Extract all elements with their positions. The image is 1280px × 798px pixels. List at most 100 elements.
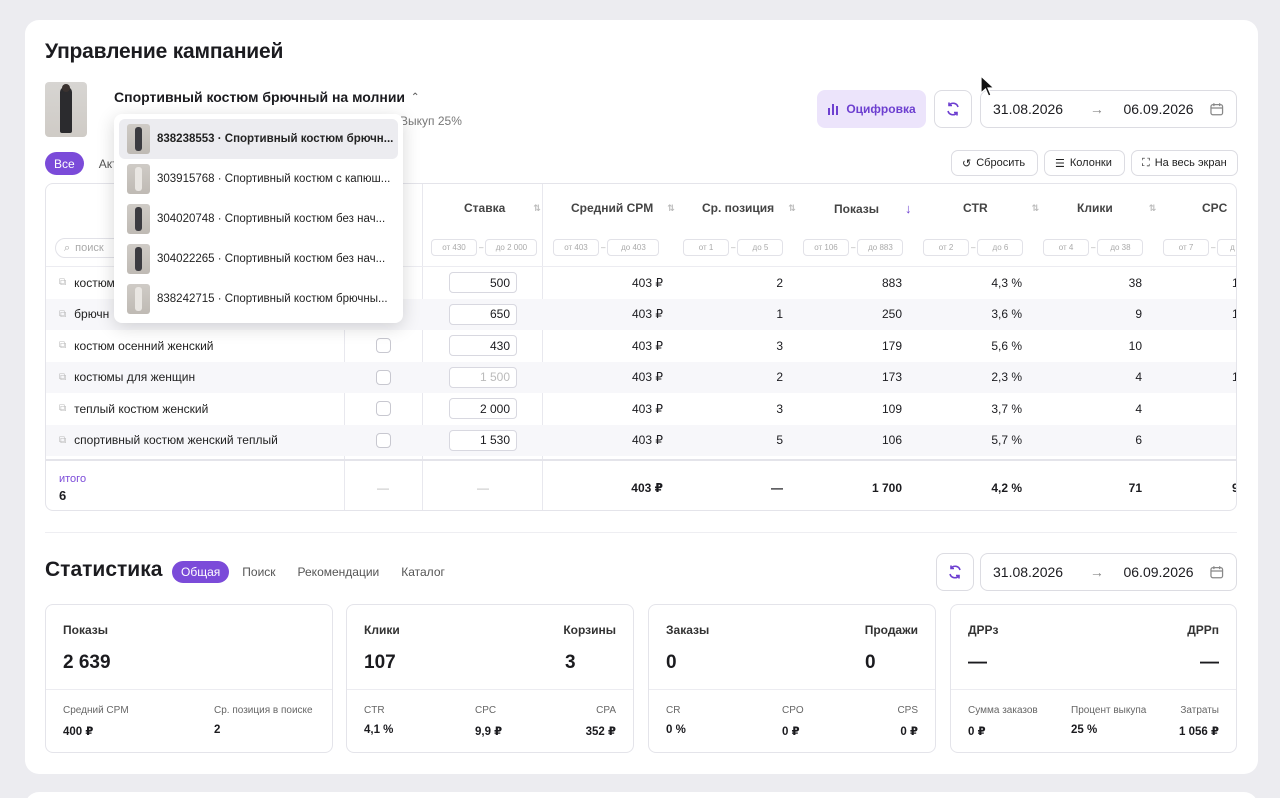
stats-tab-general[interactable]: Общая [172,561,230,583]
copy-icon[interactable]: ⧉ [59,403,67,414]
page-title: Управление кампанией [45,40,284,63]
copy-icon[interactable]: ⧉ [59,308,67,320]
column-header-clicks[interactable]: Клики ⇅ [1077,201,1157,215]
row-checkbox[interactable] [376,401,391,416]
product-thumbnail [127,124,150,154]
position-cell: 3 [776,338,783,353]
refresh-button[interactable] [934,90,972,128]
product-thumbnail [127,244,150,274]
table-total-row: итого 6 — — 403 ₽ — 1 700 4,2 % 71 9 [46,459,1236,510]
total-label: итого [59,473,87,485]
bid-input[interactable]: 650 [449,303,517,325]
bid-input[interactable]: 430 [449,335,517,356]
calendar-icon [1210,566,1224,579]
copy-icon[interactable]: ⧉ [59,340,67,351]
row-checkbox[interactable] [376,338,391,353]
shows-cell: 106 [881,433,902,447]
cpc-cell: 1 [1232,267,1236,298]
filter-lines-icon: ☰ [1055,157,1065,170]
next-card [25,792,1258,798]
ctr-cell: 5,7 % [991,433,1022,447]
reset-button[interactable]: ↺ Сбросить [951,150,1038,176]
bid-input[interactable]: 1 500 [449,366,517,388]
clicks-cell: 10 [1128,338,1142,353]
filter-tab-all[interactable]: Все [45,152,84,175]
cpm-cell: 403 ₽ [632,370,663,384]
fullscreen-button[interactable]: ⛶ На весь экран [1131,150,1238,176]
position-cell: 2 [776,370,783,384]
refresh-icon [949,565,961,579]
copy-icon[interactable]: ⧉ [59,434,67,446]
cpm-cell: 403 ₽ [632,307,663,321]
ctr-cell: 4,3 % [991,275,1022,290]
cpc-cell: 1 [1232,362,1236,393]
keyword-cell: ⧉ костюмы для женщин [59,370,196,384]
shows-range-filter[interactable]: от 106– до 883 [803,239,904,256]
copy-icon[interactable]: ⧉ [59,277,67,288]
product-selector[interactable]: Спортивный костюм брючный на молнии ⌃ [114,89,419,105]
shows-cell: 173 [881,370,902,384]
position-range-filter[interactable]: от 1– до 5 [683,239,784,256]
stats-refresh-button[interactable] [936,553,974,591]
dropdown-item[interactable]: 303915768 · Спортивный костюм с капюш... [119,159,398,199]
position-cell: 1 [776,307,783,321]
product-dropdown-menu: 838238553 · Спортивный костюм брючн... 3… [114,114,403,323]
stat-card-shows: Показы 2 639 Средний CPM 400 ₽ Ср. позиц… [45,604,333,753]
clicks-cell: 9 [1135,307,1142,321]
bid-input[interactable]: 1 530 [449,429,517,451]
dropdown-item[interactable]: 304022265 · Спортивный костюм без нач... [119,239,398,279]
stat-card-clicks: Клики 107 Корзины 3 CTR 4,1 % CPC 9,9 ₽ … [346,604,634,753]
stats-tab-recommendations[interactable]: Рекомендации [297,565,380,579]
filter-tabs: Все Акти [45,152,133,175]
column-header-bid[interactable]: Ставка ⇅ [464,201,541,215]
column-header-position[interactable]: Ср. позиция ⇅ [702,201,796,215]
bar-chart-icon [828,104,839,115]
columns-button[interactable]: ☰ Колонки [1044,150,1125,176]
row-checkbox[interactable] [376,432,391,448]
cpm-cell: 403 ₽ [632,275,663,290]
statistics-tabs: Общая Поиск Рекомендации Каталог [172,561,454,583]
shows-cell: 109 [881,401,902,416]
cpm-cell: 403 ₽ [632,433,663,447]
shows-cell: 179 [881,338,902,353]
stats-tab-search[interactable]: Поиск [242,565,276,579]
mouse-cursor-icon [980,75,996,97]
stats-date-range[interactable]: 31.08.2026 → 06.09.2026 [980,553,1237,591]
date-from: 31.08.2026 [993,564,1064,580]
clicks-cell: 4 [1135,401,1142,416]
expand-icon: ⛶ [1142,156,1150,169]
copy-icon[interactable]: ⧉ [59,371,67,383]
ctr-cell: 2,3 % [991,370,1022,384]
column-header-cpc[interactable]: CPC [1202,201,1228,215]
position-cell: 5 [776,433,783,447]
fullscreen-label: На весь экран [1154,157,1227,169]
keyword-cell: ⧉ спортивный костюм женский теплый [59,433,278,447]
position-cell: 2 [776,275,783,290]
bid-input[interactable]: 2 000 [449,398,517,419]
cpc-range-filter[interactable]: от 7– д [1163,239,1236,256]
column-header-cpm[interactable]: Средний CPM ⇅ [571,201,675,215]
column-header-ctr[interactable]: CTR ⇅ [963,201,1040,215]
product-image [45,82,87,137]
dropdown-item[interactable]: 304020748 · Спортивный костюм без нач... [119,199,398,239]
position-cell: 3 [776,401,783,416]
row-checkbox[interactable] [376,369,391,385]
stats-tab-catalog[interactable]: Каталог [401,565,445,579]
clicks-range-filter[interactable]: от 4– до 38 [1043,239,1144,256]
dropdown-item[interactable]: 838238553 · Спортивный костюм брючн... [119,119,398,159]
dropdown-item[interactable]: 838242715 · Спортивный костюм брючны... [119,279,398,319]
total-count: 6 [59,488,67,503]
ctr-range-filter[interactable]: от 2– до 6 [923,239,1024,256]
product-thumbnail [127,284,150,314]
shows-cell: 883 [881,275,902,290]
digitize-button[interactable]: Оцифровка [817,90,926,128]
stat-card-drr: ДРРз — ДРРп — Сумма заказов 0 ₽ Процент … [950,604,1237,753]
column-header-shows[interactable]: Показы ↓ [834,201,912,216]
bid-input[interactable]: 500 [449,272,517,293]
bid-range-filter[interactable]: от 430– до 2 000 [431,239,538,256]
keyword-cell: ⧉ брючн [59,307,110,321]
cpm-cell: 403 ₽ [632,401,663,416]
ctr-cell: 5,6 % [991,338,1022,353]
campaign-date-range[interactable]: 31.08.2026 → 06.09.2026 [980,90,1237,128]
cpm-range-filter[interactable]: от 403– до 403 [553,239,660,256]
